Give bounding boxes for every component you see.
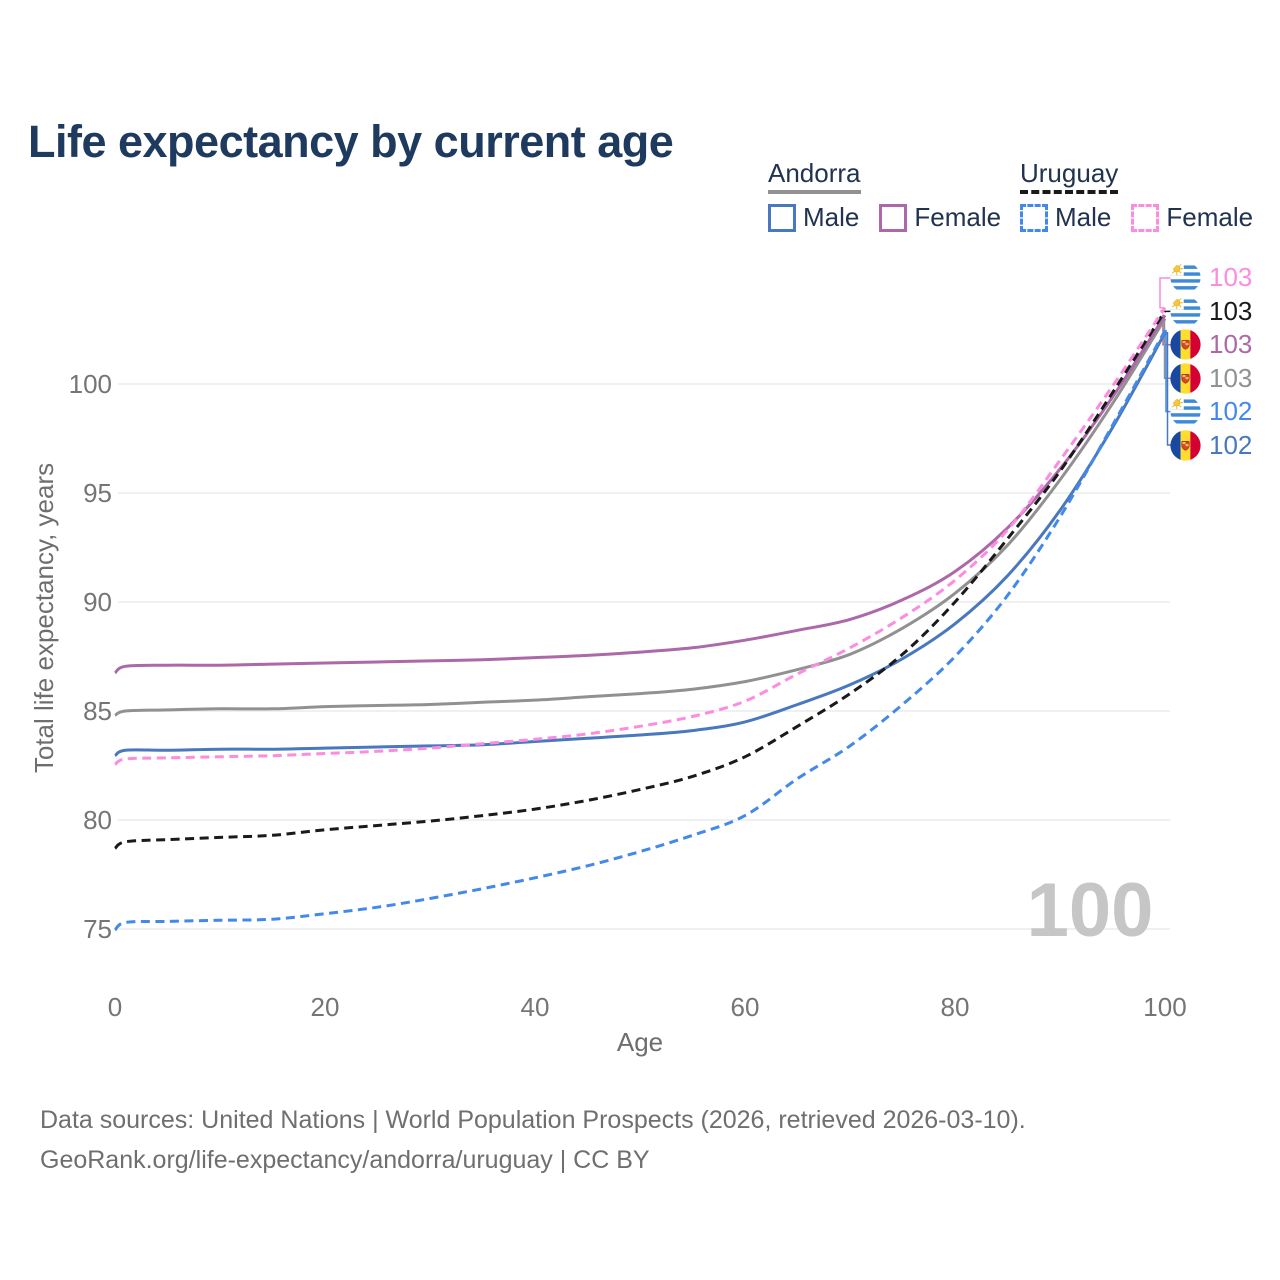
- x-tick: 40: [520, 992, 550, 1022]
- legend-item-uruguay-male[interactable]: Male: [1055, 202, 1112, 232]
- footer-attribution[interactable]: GeoRank.org/life-expectancy/andorra/urug…: [40, 1146, 650, 1174]
- x-tick: 20: [310, 992, 340, 1022]
- series-line-uruguay-female[interactable]: [114, 306, 1167, 766]
- andorra-female-swatch-icon: [879, 203, 908, 232]
- right-label-value: 102: [1209, 430, 1253, 460]
- y-tick: 75: [83, 914, 112, 944]
- series-line-andorra-female[interactable]: [114, 314, 1167, 675]
- y-tick: 95: [83, 478, 112, 508]
- right-label-row: 103: [1170, 261, 1252, 294]
- y-tick: 80: [83, 805, 112, 835]
- x-tick: 80: [940, 992, 970, 1022]
- right-label-value: 102: [1209, 396, 1253, 426]
- watermark: 100: [1026, 868, 1154, 953]
- y-tick: 90: [83, 587, 112, 617]
- uruguay-flag-icon: [1170, 396, 1201, 427]
- uruguay-flag-icon: [1170, 296, 1201, 327]
- series-line-uruguay-total[interactable]: [114, 310, 1167, 850]
- label-connector-andorra-total: [1163, 318, 1172, 379]
- footer-data-sources: Data sources: United Nations | World Pop…: [40, 1106, 1026, 1134]
- right-label-row: 103: [1170, 328, 1252, 361]
- right-label-row: 103: [1170, 362, 1252, 395]
- series-line-andorra-male[interactable]: [114, 332, 1167, 758]
- uruguay-male-swatch-icon: [1020, 203, 1048, 232]
- right-label-row: 102: [1170, 395, 1252, 428]
- legend-group-uruguay: Uruguay Male Female: [1020, 158, 1253, 233]
- y-axis-title: Total life expectancy, years: [29, 462, 59, 774]
- legend-header-uruguay[interactable]: Uruguay: [1020, 158, 1119, 194]
- y-tick: 100: [68, 369, 112, 399]
- x-tick: 60: [730, 992, 760, 1022]
- series-line-andorra-total[interactable]: [114, 317, 1167, 717]
- right-label-value: 103: [1209, 329, 1253, 359]
- legend-item-andorra-male[interactable]: Male: [803, 202, 860, 232]
- right-label-row: 103: [1170, 295, 1252, 328]
- y-tick: 85: [83, 696, 112, 726]
- legend-group-andorra: Andorra Male Female: [768, 158, 1001, 233]
- series-line-uruguay-male[interactable]: [113, 329, 1167, 932]
- right-label-row: 102: [1170, 429, 1252, 462]
- label-connector-uruguay-female: [1159, 277, 1172, 309]
- andorra-flag-icon: [1170, 329, 1201, 360]
- label-connector-andorra-male: [1164, 332, 1172, 446]
- andorra-flag-icon: [1170, 430, 1201, 461]
- label-connector-uruguay-male: [1164, 329, 1172, 413]
- uruguay-female-swatch-icon: [1131, 203, 1160, 232]
- legend-item-andorra-female[interactable]: Female: [914, 202, 1002, 232]
- uruguay-flag-icon: [1170, 262, 1201, 293]
- x-axis-title: Age: [616, 1027, 664, 1057]
- legend-header-andorra[interactable]: Andorra: [768, 158, 861, 194]
- andorra-flag-icon: [1170, 363, 1201, 394]
- right-label-value: 103: [1209, 296, 1253, 326]
- legend-item-uruguay-female[interactable]: Female: [1166, 202, 1254, 232]
- right-label-value: 103: [1209, 363, 1253, 393]
- andorra-male-swatch-icon: [768, 203, 796, 232]
- x-tick: 100: [1143, 992, 1187, 1022]
- page-title: Life expectancy by current age: [28, 116, 674, 168]
- x-tick: 0: [107, 992, 123, 1022]
- right-label-value: 103: [1209, 262, 1253, 292]
